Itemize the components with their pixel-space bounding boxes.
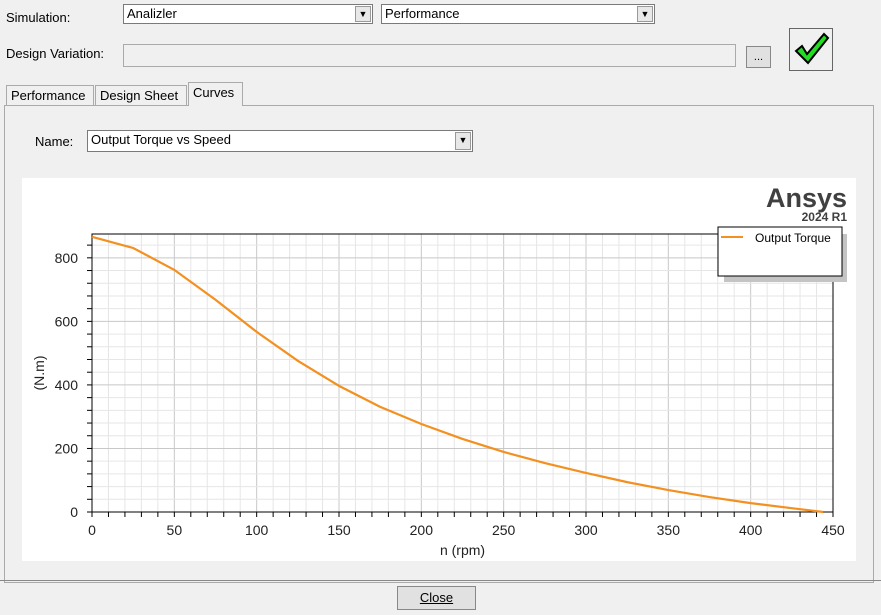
tab-design-sheet[interactable]: Design Sheet (95, 85, 187, 105)
series-line-output-torque (91, 235, 824, 514)
design-variation-label: Design Variation: (6, 46, 105, 61)
legend-label: Output Torque (755, 231, 831, 245)
y-axis-label: (N.m) (31, 356, 47, 391)
simulation-select[interactable]: Analizler ▼ (123, 4, 373, 24)
simulation-type-value: Performance (385, 6, 460, 21)
x-tick-label: 200 (410, 522, 434, 538)
x-tick-label: 150 (327, 522, 351, 538)
x-tick-label: 0 (88, 522, 96, 538)
design-variation-field[interactable] (123, 44, 736, 67)
plot-frame (91, 233, 834, 513)
legend-box (717, 226, 843, 277)
x-tick-label: 450 (821, 522, 845, 538)
y-tick-label: 800 (55, 250, 79, 266)
chevron-down-icon[interactable]: ▼ (637, 6, 653, 22)
browse-button[interactable]: ... (746, 46, 771, 68)
x-axis-label: n (rpm) (440, 542, 485, 558)
x-tick-label: 250 (492, 522, 516, 538)
green-checkmark-icon (794, 32, 830, 65)
curve-name-value: Output Torque vs Speed (91, 132, 231, 147)
x-tick-label: 400 (739, 522, 763, 538)
y-tick-label: 400 (55, 377, 79, 393)
ansys-logo: Ansys (765, 183, 847, 213)
x-tick-label: 100 (245, 522, 269, 538)
x-tick-label: 50 (167, 522, 183, 538)
simulation-type-select[interactable]: Performance ▼ (381, 4, 655, 24)
divider (0, 580, 881, 581)
simulation-value: Analizler (127, 6, 177, 21)
tab-curves[interactable]: Curves (188, 82, 243, 106)
curve-name-select[interactable]: Output Torque vs Speed ▼ (87, 130, 473, 152)
tab-panel (4, 105, 874, 583)
x-tick-label: 300 (574, 522, 598, 538)
y-tick-label: 600 (55, 313, 79, 329)
y-tick-label: 0 (70, 504, 78, 520)
chevron-down-icon[interactable]: ▼ (455, 132, 471, 150)
close-button[interactable]: Close (397, 586, 476, 610)
simulation-label: Simulation: (6, 10, 71, 25)
tab-performance[interactable]: Performance (6, 85, 94, 105)
y-tick-label: 200 (55, 440, 79, 456)
curve-name-label: Name: (35, 134, 74, 149)
ok-button[interactable] (789, 28, 833, 71)
chevron-down-icon[interactable]: ▼ (355, 6, 371, 22)
ansys-version: 2024 R1 (801, 210, 847, 224)
x-tick-label: 350 (657, 522, 681, 538)
